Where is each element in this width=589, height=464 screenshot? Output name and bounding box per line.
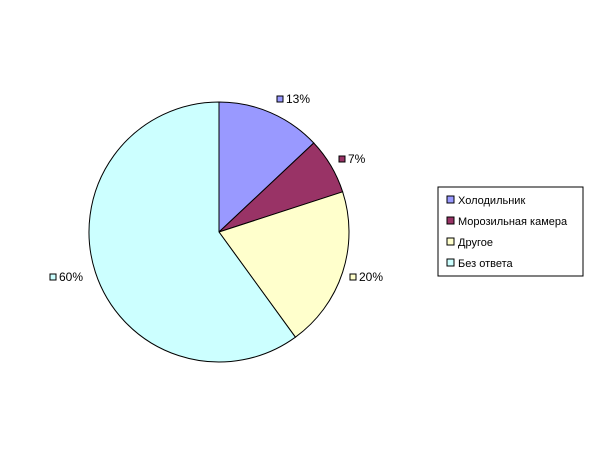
pie-slice-no-answer [88,101,297,363]
legend-swatch-other [446,237,455,246]
data-label-other: 20% [359,270,383,284]
legend-swatch-no-answer [446,258,455,267]
data-label-freezer: 7% [348,152,366,166]
legend-items: Холодильник Морозильная камера Другое Без о… [446,195,568,270]
legend-label-other: Другое [458,237,493,249]
legend-swatch-refrigerator [446,195,455,204]
data-labels: 13% 7% 20% 60% [49,92,383,284]
legend-label-refrigerator: Холодильник [458,195,525,207]
legend: Холодильник Морозильная камера Другое Без о… [437,186,584,277]
pie-slice-refrigerator [218,101,315,234]
data-label-swatch-no-answer [49,273,57,281]
pie-slice-other [218,191,350,338]
legend-swatch-freezer [446,216,455,225]
legend-frame [437,186,584,277]
legend-label-no-answer: Без ответа [458,258,513,270]
legend-label-freezer: Морозильная камера [458,216,568,228]
data-label-swatch-refrigerator [276,95,284,103]
data-label-swatch-freezer [338,155,346,163]
data-label-swatch-other [349,273,357,281]
pie-slices [88,101,350,363]
data-label-no-answer: 60% [59,270,83,284]
data-label-refrigerator: 13% [286,92,310,106]
